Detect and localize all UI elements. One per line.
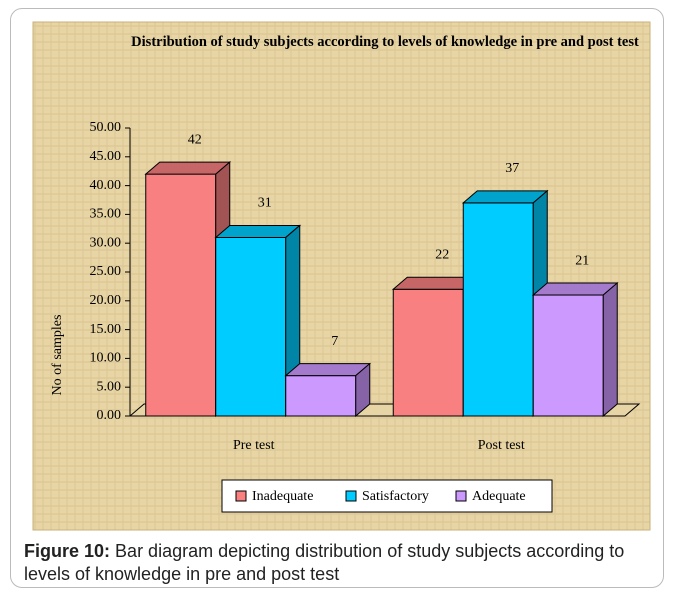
value-label: 22: [435, 247, 449, 262]
legend-label: Adequate: [472, 489, 526, 504]
bar: [284, 362, 372, 418]
bar-front: [145, 173, 217, 417]
caption-text: Bar diagram depicting distribution of st…: [24, 541, 625, 584]
caption-label: Figure 10:: [24, 541, 111, 561]
y-tick-label: 35.00: [90, 207, 122, 222]
chart-title: Distribution of study subjects according…: [131, 34, 639, 50]
y-tick-label: 30.00: [90, 235, 122, 250]
y-axis-label: No of samples: [50, 315, 65, 396]
legend-label: Satisfactory: [362, 489, 429, 504]
bar-front: [392, 288, 464, 417]
legend-box: [221, 479, 553, 513]
legend-label: Inadequate: [252, 489, 313, 504]
y-tick-label: 5.00: [97, 379, 122, 394]
bar: [531, 281, 619, 418]
bar-front: [215, 236, 287, 417]
bar-front: [462, 202, 534, 417]
figure-frame: [10, 8, 664, 588]
legend-swatch: [235, 490, 247, 502]
y-tick-label: 15.00: [90, 322, 122, 337]
caption: Figure 10: Bar diagram depicting distrib…: [24, 540, 654, 586]
bar-front: [285, 375, 357, 417]
bar-side: [602, 281, 618, 418]
y-tick-label: 50.00: [90, 120, 122, 135]
value-label: 21: [575, 253, 589, 268]
value-label: 7: [331, 334, 338, 349]
legend-swatch: [345, 490, 357, 502]
y-tick-label: 25.00: [90, 264, 122, 279]
bar-front: [532, 294, 604, 417]
y-tick-label: 10.00: [90, 351, 122, 366]
bar-side: [355, 362, 371, 418]
legend-swatch: [455, 490, 467, 502]
bar: [214, 224, 302, 418]
value-label: 42: [188, 132, 202, 147]
value-label: 37: [505, 161, 519, 176]
y-tick-label: 45.00: [90, 149, 122, 164]
y-tick-label: 20.00: [90, 293, 122, 308]
y-tick-label: 40.00: [90, 178, 122, 193]
x-tick-label: Pre test: [233, 438, 275, 453]
chart-background: [32, 21, 651, 531]
x-tick-label: Post test: [478, 438, 525, 453]
y-tick-label: 0.00: [97, 408, 122, 423]
value-label: 31: [258, 196, 272, 211]
